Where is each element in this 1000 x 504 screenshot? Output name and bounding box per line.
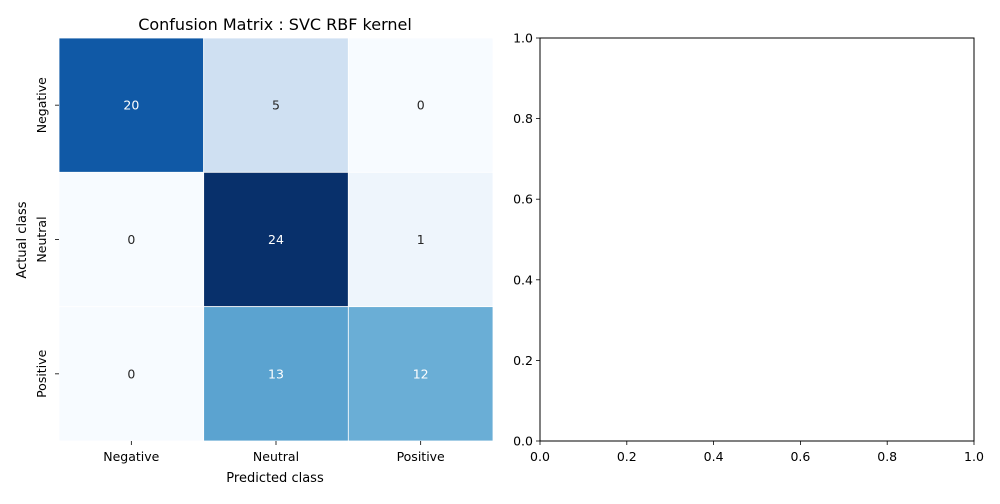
heatmap-cell-value: 1: [417, 232, 425, 247]
empty-axes-y-tick-label: 1.0: [513, 31, 533, 46]
heatmap-x-tick-label: Neutral: [253, 449, 299, 464]
heatmap-y-tick-label: Neutral: [34, 216, 49, 262]
heatmap-cell-value: 13: [268, 366, 284, 381]
empty-axes-x-tick-label: 0.8: [877, 449, 897, 464]
heatmap-title: Confusion Matrix : SVC RBF kernel: [138, 15, 412, 34]
heatmap-y-axis-label: Actual class: [15, 201, 30, 278]
empty-axes-x-tick-label: 0.6: [790, 449, 810, 464]
heatmap-x-axis-label: Predicted class: [226, 471, 324, 486]
heatmap-cell-value: 12: [413, 366, 429, 381]
empty-axes-x-tick-label: 1.0: [964, 449, 984, 464]
empty-axes-y-tick-label: 0.0: [513, 434, 533, 449]
heatmap-cell-value: 0: [127, 232, 135, 247]
heatmap-x-tick-label: Negative: [103, 449, 159, 464]
heatmap-y-tick-label: Negative: [34, 77, 49, 133]
empty-axes: 0.0 0.2 0.4 0.6 0.8 1.0 0.0 0.2 0.4 0.6 0.8 1.0: [513, 31, 984, 465]
heatmap-cell: [58, 37, 205, 173]
heatmap-x-tick-label: Positive: [397, 449, 445, 464]
heatmap-cell: [58, 306, 205, 442]
heatmap-cell: [203, 37, 349, 173]
heatmap-cell: [347, 37, 494, 173]
heatmap-cells: 20 5 0 0 24 1 0 13 12: [58, 37, 494, 442]
heatmap-cell: [347, 171, 494, 308]
empty-axes-x-ticks: 0.0 0.2 0.4 0.6 0.8 1.0: [530, 441, 984, 464]
empty-axes-frame: [539, 37, 975, 442]
heatmap-cell: [347, 306, 494, 442]
confusion-matrix-heatmap: Confusion Matrix : SVC RBF kernel 20 5 00 2…: [15, 15, 494, 486]
heatmap-cell-value: 24: [268, 232, 284, 247]
heatmap-cell: [203, 306, 349, 442]
heatmap-cell: [58, 171, 205, 308]
empty-axes-y-ticks: 0.0 0.2 0.4 0.6 0.8 1.0: [513, 31, 540, 449]
empty-axes-y-tick-label: 0.6: [513, 192, 533, 207]
heatmap-cell-value: 0: [127, 366, 135, 381]
empty-axes-y-tick-label: 0.4: [513, 272, 533, 287]
heatmap-cell-value: 5: [272, 98, 280, 113]
heatmap-y-ticks: Negative Neutral Positive: [34, 77, 59, 398]
empty-axes-y-tick-label: 0.8: [513, 111, 533, 126]
empty-axes-x-tick-label: 0.4: [704, 449, 724, 464]
empty-axes-y-tick-label: 0.2: [513, 353, 533, 368]
heatmap-x-ticks: Negative Neutral Positive: [103, 441, 445, 464]
empty-axes-x-tick-label: 0.0: [530, 449, 550, 464]
heatmap-cell-value: 20: [123, 98, 139, 113]
empty-axes-x-tick-label: 0.2: [617, 449, 637, 464]
heatmap-y-tick-label: Positive: [34, 349, 49, 397]
heatmap-cell-value: 0: [417, 98, 425, 113]
